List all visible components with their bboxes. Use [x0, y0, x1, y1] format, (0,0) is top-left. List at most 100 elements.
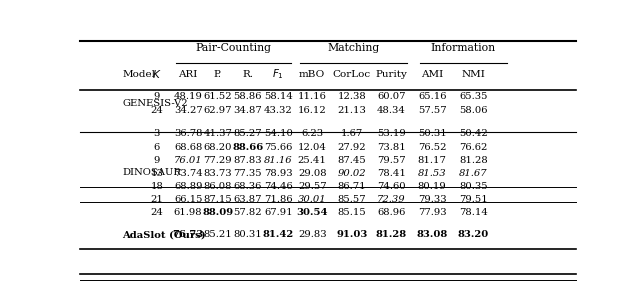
Text: 11.16: 11.16 — [298, 92, 326, 101]
Text: 78.41: 78.41 — [377, 169, 406, 178]
Text: 57.57: 57.57 — [418, 106, 447, 115]
Text: 68.89: 68.89 — [174, 182, 202, 191]
Text: 25.41: 25.41 — [298, 156, 326, 165]
Text: 50.42: 50.42 — [459, 129, 488, 138]
Text: 79.57: 79.57 — [377, 156, 406, 165]
Text: 13: 13 — [150, 169, 163, 178]
Text: 85.21: 85.21 — [204, 230, 232, 239]
Text: 68.68: 68.68 — [174, 143, 202, 152]
Text: 58.06: 58.06 — [459, 106, 488, 115]
Text: 54.10: 54.10 — [264, 129, 293, 138]
Text: 48.19: 48.19 — [173, 92, 203, 101]
Text: 30.01: 30.01 — [298, 195, 326, 204]
Text: 81.28: 81.28 — [459, 156, 488, 165]
Text: 91.03: 91.03 — [336, 230, 367, 239]
Text: 85.15: 85.15 — [337, 208, 366, 217]
Text: 85.57: 85.57 — [337, 195, 366, 204]
Text: NMI: NMI — [461, 70, 485, 78]
Text: 77.29: 77.29 — [204, 156, 232, 165]
Text: Pair-Counting: Pair-Counting — [195, 43, 271, 53]
Text: 68.20: 68.20 — [204, 143, 232, 152]
Text: Purity: Purity — [376, 70, 408, 78]
Text: 27.92: 27.92 — [337, 143, 366, 152]
Text: 21: 21 — [150, 195, 163, 204]
Text: Model: Model — [122, 70, 155, 78]
Text: mBO: mBO — [299, 70, 325, 78]
Text: 50.31: 50.31 — [418, 129, 447, 138]
Text: 36.78: 36.78 — [174, 129, 202, 138]
Text: 3: 3 — [154, 129, 160, 138]
Text: 74.60: 74.60 — [377, 182, 406, 191]
Text: 53.19: 53.19 — [377, 129, 406, 138]
Text: 87.83: 87.83 — [234, 156, 262, 165]
Text: GENESIS-V2: GENESIS-V2 — [122, 99, 188, 108]
Text: 65.35: 65.35 — [459, 92, 488, 101]
Text: 34.27: 34.27 — [173, 106, 202, 115]
Text: 81.17: 81.17 — [418, 156, 447, 165]
Text: 58.14: 58.14 — [264, 92, 293, 101]
Text: 86.08: 86.08 — [204, 182, 232, 191]
Text: 79.51: 79.51 — [459, 195, 488, 204]
Text: 30.54: 30.54 — [296, 208, 328, 217]
Text: 83.73: 83.73 — [204, 169, 232, 178]
Text: $F_1$: $F_1$ — [273, 67, 284, 81]
Text: 61.52: 61.52 — [204, 92, 232, 101]
Text: 6.23: 6.23 — [301, 129, 323, 138]
Text: 74.46: 74.46 — [264, 182, 292, 191]
Text: 41.37: 41.37 — [204, 129, 232, 138]
Text: 80.19: 80.19 — [418, 182, 447, 191]
Text: 61.98: 61.98 — [174, 208, 202, 217]
Text: 43.32: 43.32 — [264, 106, 292, 115]
Text: 80.31: 80.31 — [233, 230, 262, 239]
Text: 21.13: 21.13 — [337, 106, 366, 115]
Text: 76.62: 76.62 — [459, 143, 488, 152]
Text: 58.86: 58.86 — [234, 92, 262, 101]
Text: 77.93: 77.93 — [418, 208, 447, 217]
Text: 88.66: 88.66 — [232, 143, 263, 152]
Text: 83.08: 83.08 — [417, 230, 448, 239]
Text: 81.67: 81.67 — [459, 169, 488, 178]
Text: 73.74: 73.74 — [173, 169, 202, 178]
Text: 1.67: 1.67 — [340, 129, 363, 138]
Text: R.: R. — [242, 70, 253, 78]
Text: 80.35: 80.35 — [459, 182, 488, 191]
Text: 87.45: 87.45 — [337, 156, 366, 165]
Text: 68.36: 68.36 — [234, 182, 262, 191]
Text: 73.81: 73.81 — [377, 143, 406, 152]
Text: 48.34: 48.34 — [377, 106, 406, 115]
Text: 76.52: 76.52 — [418, 143, 447, 152]
Text: P.: P. — [214, 70, 222, 78]
Text: 6: 6 — [154, 143, 160, 152]
Text: 24: 24 — [150, 208, 163, 217]
Text: 12.38: 12.38 — [337, 92, 366, 101]
Text: 66.15: 66.15 — [174, 195, 202, 204]
Text: 9: 9 — [154, 92, 160, 101]
Text: 81.53: 81.53 — [418, 169, 447, 178]
Text: 77.35: 77.35 — [234, 169, 262, 178]
Text: 81.16: 81.16 — [264, 156, 292, 165]
Text: 29.57: 29.57 — [298, 182, 326, 191]
Text: 29.83: 29.83 — [298, 230, 326, 239]
Text: 62.97: 62.97 — [204, 106, 232, 115]
Text: AMI: AMI — [421, 70, 444, 78]
Text: 12.04: 12.04 — [298, 143, 326, 152]
Text: 72.39: 72.39 — [377, 195, 406, 204]
Text: 68.96: 68.96 — [378, 208, 406, 217]
Text: ARI: ARI — [179, 70, 198, 78]
Text: 63.87: 63.87 — [234, 195, 262, 204]
Text: 76.01: 76.01 — [174, 156, 202, 165]
Text: 81.42: 81.42 — [263, 230, 294, 239]
Text: 18: 18 — [150, 182, 163, 191]
Text: 16.12: 16.12 — [298, 106, 326, 115]
Text: 34.87: 34.87 — [233, 106, 262, 115]
Text: 29.08: 29.08 — [298, 169, 326, 178]
Text: 85.27: 85.27 — [234, 129, 262, 138]
Text: 83.20: 83.20 — [458, 230, 489, 239]
Text: 78.14: 78.14 — [459, 208, 488, 217]
Text: 57.82: 57.82 — [234, 208, 262, 217]
Text: 24: 24 — [150, 106, 163, 115]
Text: 86.71: 86.71 — [337, 182, 366, 191]
Text: 78.93: 78.93 — [264, 169, 292, 178]
Text: 81.28: 81.28 — [376, 230, 407, 239]
Text: 90.02: 90.02 — [337, 169, 366, 178]
